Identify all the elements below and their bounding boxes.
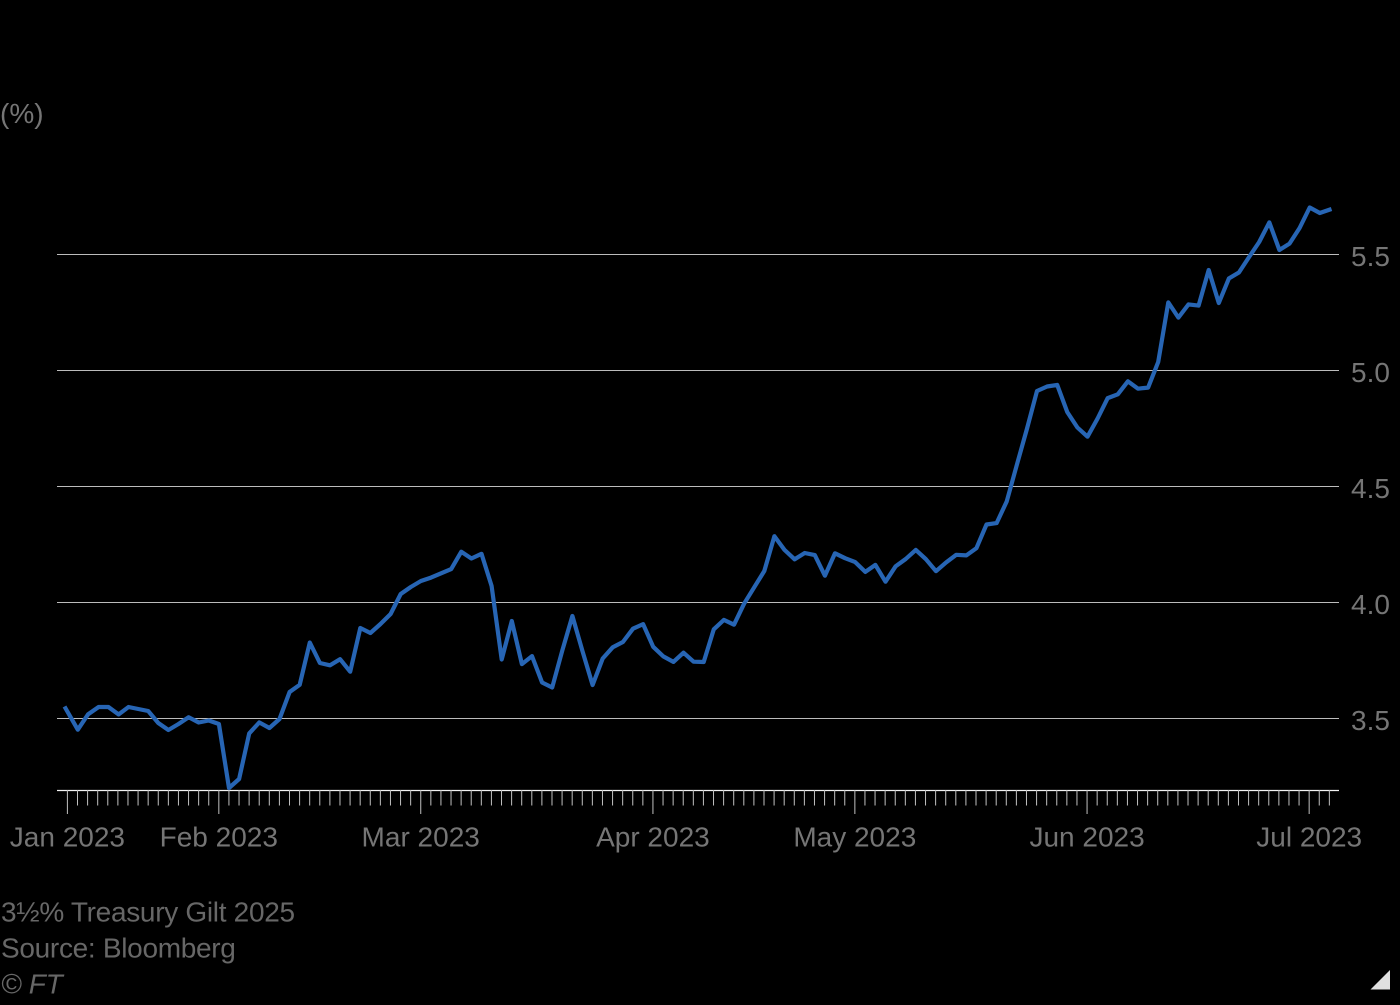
svg-text:5.0: 5.0	[1351, 357, 1390, 388]
svg-text:Feb 2023: Feb 2023	[160, 822, 278, 853]
svg-text:Jul 2023: Jul 2023	[1256, 822, 1362, 853]
svg-text:Mar 2023: Mar 2023	[362, 822, 480, 853]
svg-text:3½% Treasury Gilt 2025: 3½% Treasury Gilt 2025	[1, 897, 295, 928]
svg-text:Jan 2023: Jan 2023	[10, 822, 125, 853]
svg-text:Source: Bloomberg: Source: Bloomberg	[1, 933, 236, 964]
svg-text:(%): (%)	[0, 98, 44, 129]
svg-text:Apr 2023: Apr 2023	[596, 822, 710, 853]
svg-text:3.5: 3.5	[1351, 705, 1390, 736]
svg-text:Jun 2023: Jun 2023	[1029, 822, 1144, 853]
svg-text:4.5: 4.5	[1351, 473, 1390, 504]
svg-text:4.0: 4.0	[1351, 589, 1390, 620]
svg-text:May 2023: May 2023	[793, 822, 916, 853]
svg-text:© FT: © FT	[1, 969, 65, 1000]
svg-text:5.5: 5.5	[1351, 241, 1390, 272]
